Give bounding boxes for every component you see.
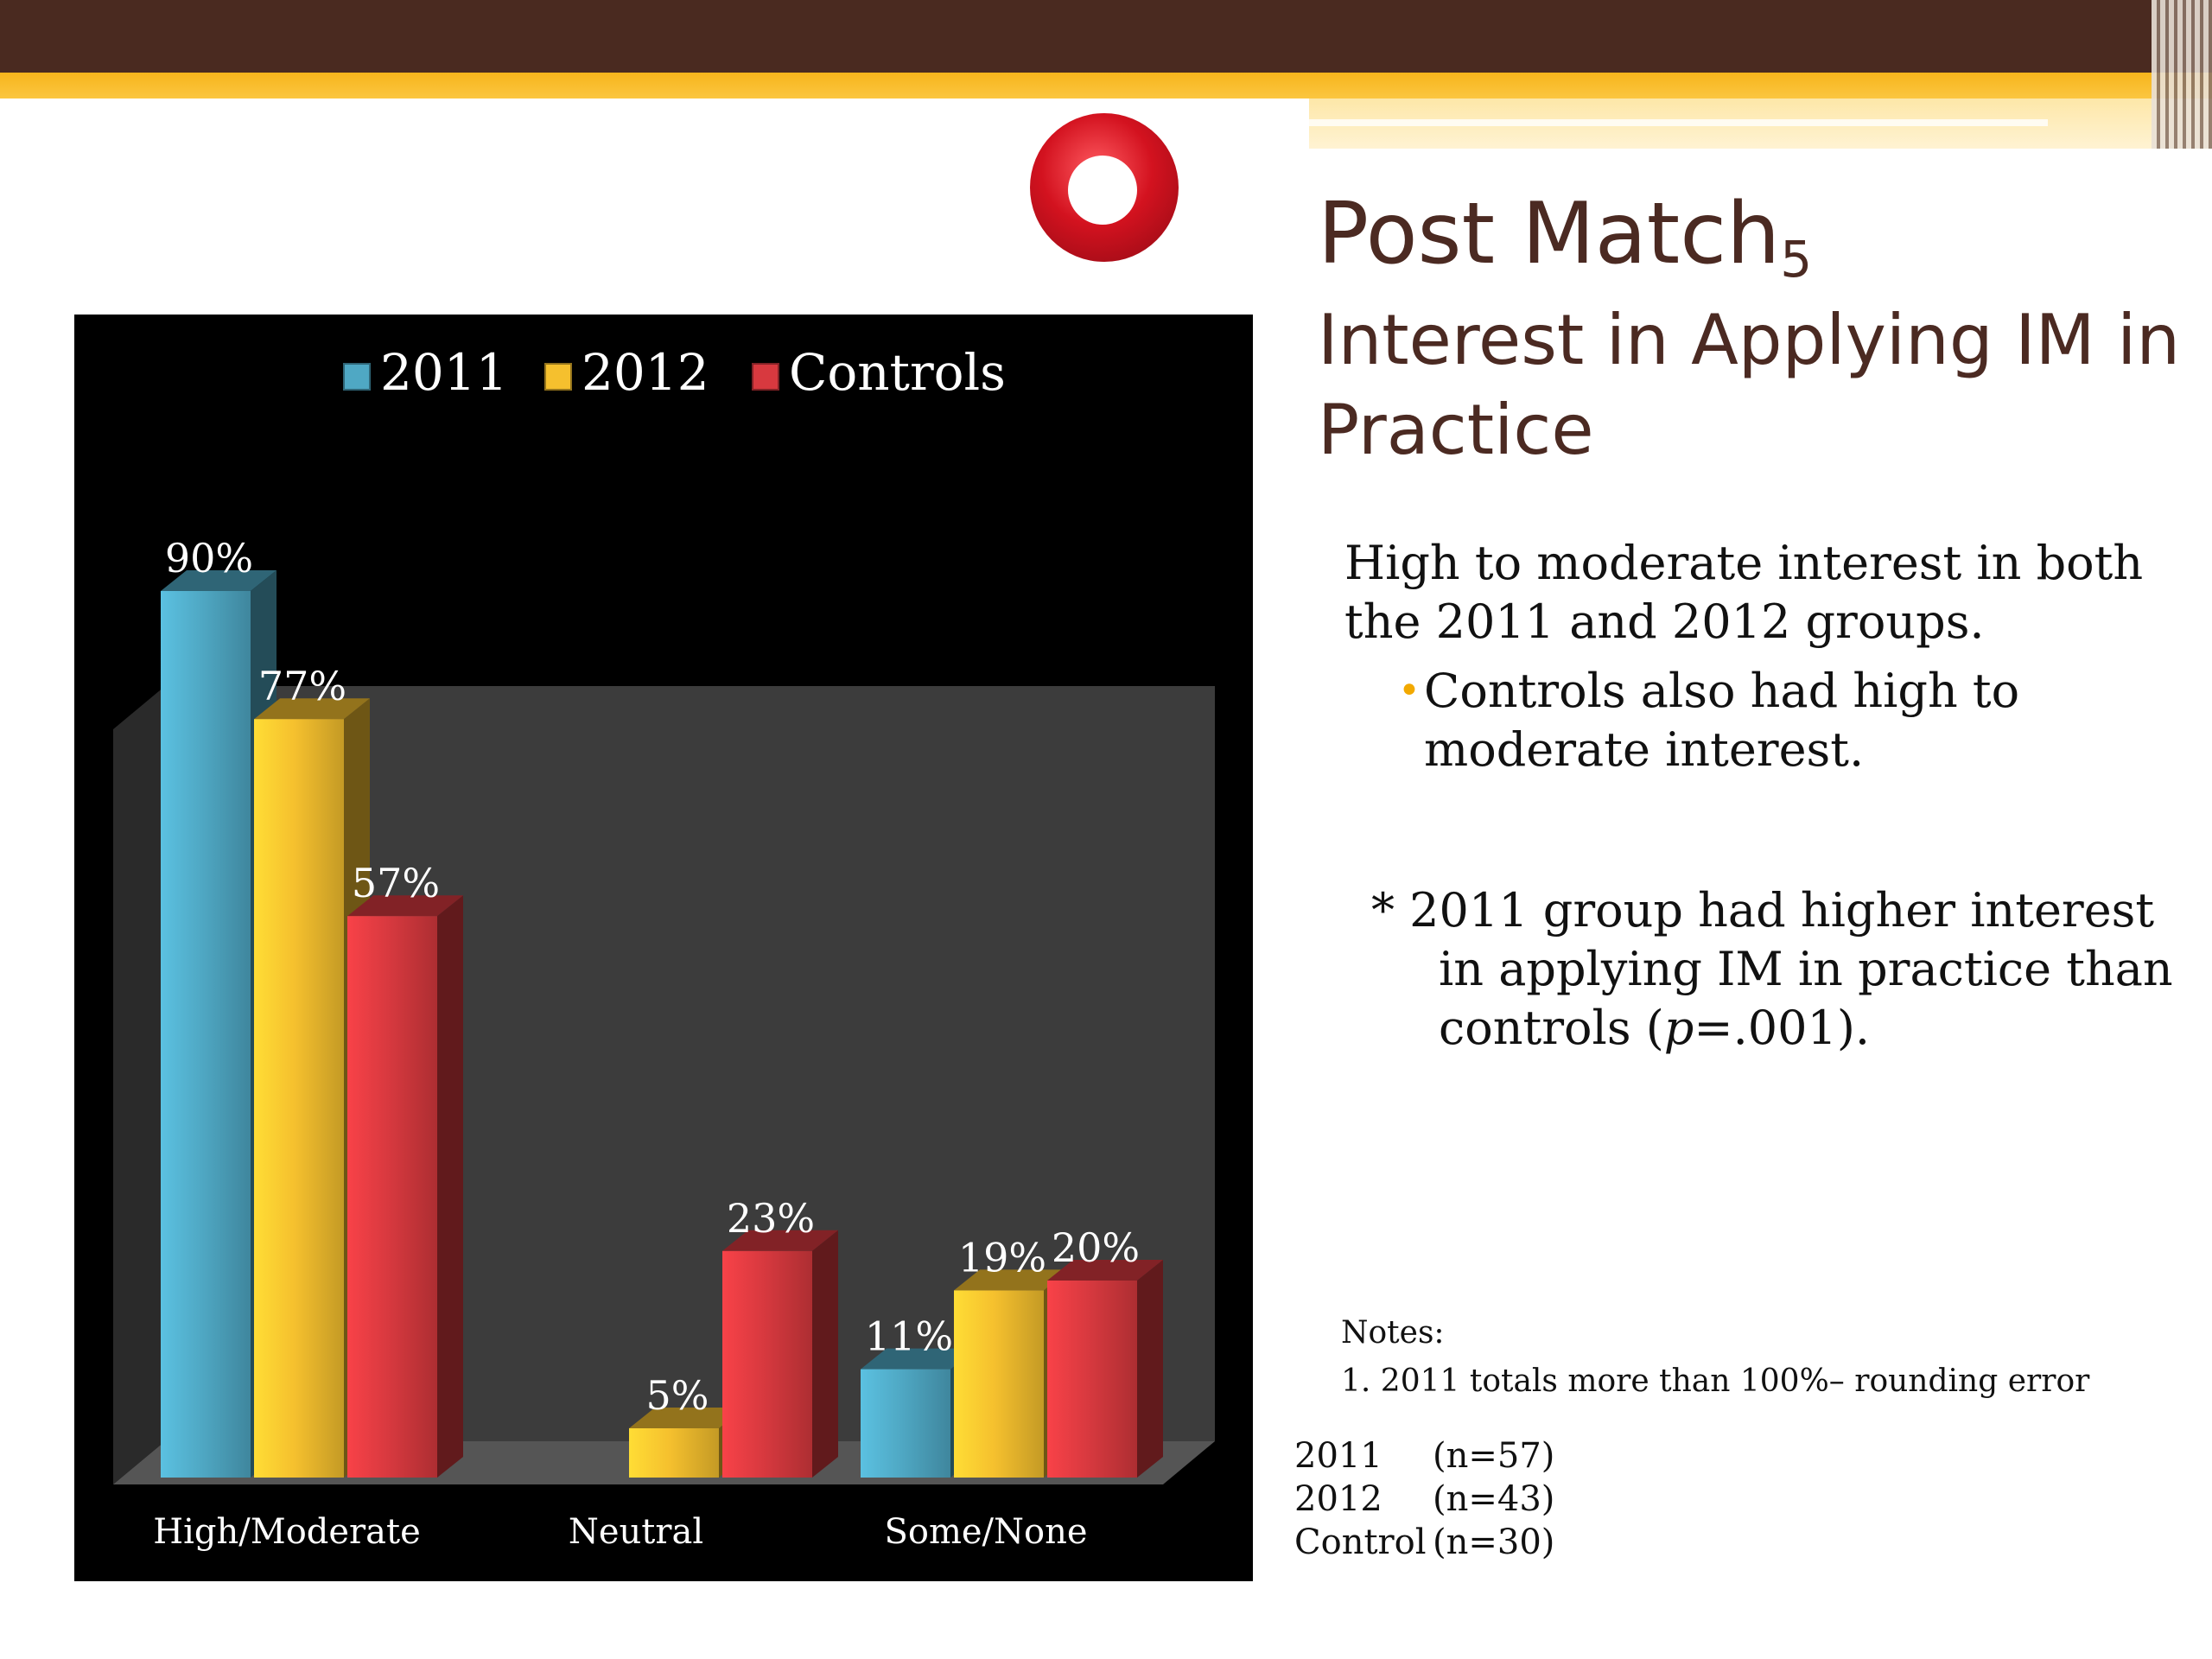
notes-item-1: 1. 2011 totals more than 100%– rounding …: [1341, 1363, 2090, 1399]
sample-group: 2012: [1294, 1479, 1382, 1519]
data-label: 23%: [727, 1195, 815, 1242]
legend-label: 2012: [582, 343, 709, 402]
bullet-dot-icon: •: [1398, 669, 1421, 713]
bar-2011-2: [861, 1369, 950, 1478]
title-subscript: 5: [1780, 230, 1813, 289]
bar-top: [161, 570, 276, 591]
legend-swatch: [343, 363, 371, 391]
footnote-line-2: in applying IM in practice than: [1439, 942, 2173, 996]
sample-group: Control: [1294, 1522, 1427, 1562]
sample-n: (n=57): [1433, 1436, 1555, 1476]
bullet-item: • Controls also had high to moderate inte…: [1398, 662, 2133, 779]
bullet-text: Controls also had high to moderate inter…: [1424, 664, 2020, 777]
footnote-line-3-pre: controls (: [1439, 1001, 1664, 1055]
sample-size-row: 2011 (n=57): [1294, 1436, 1554, 1476]
title-main: Post Match: [1318, 185, 1781, 283]
legend-label: 2011: [380, 343, 508, 402]
slide-title: Post Match5: [1318, 192, 1812, 284]
bar-top: [347, 895, 463, 917]
data-label: 5%: [646, 1372, 709, 1419]
category-label: High/Moderate: [153, 1512, 421, 1552]
sample-size-row: 2012 (n=43): [1294, 1479, 1554, 1519]
data-label: 20%: [1052, 1224, 1140, 1271]
bar-2012-0: [254, 719, 344, 1478]
header-edge-stripes: [2152, 0, 2212, 149]
data-label: 57%: [352, 860, 440, 906]
legend-label: Controls: [789, 343, 1006, 402]
bar-controls-1: [722, 1250, 812, 1478]
sample-group: 2011: [1294, 1436, 1382, 1476]
bar-2011-0: [161, 591, 251, 1478]
chart-side-wall: [113, 686, 165, 1484]
ring-logo-hole: [1068, 156, 1137, 225]
bar-top: [1047, 1260, 1163, 1281]
bar-2012-2: [954, 1290, 1044, 1478]
category-label: Some/None: [884, 1512, 1087, 1552]
data-label: 77%: [258, 663, 346, 709]
footnote-line-1: * 2011 group had higher interest: [1371, 883, 2155, 938]
sample-size-row: Control (n=30): [1294, 1522, 1554, 1562]
footnote-line-3-post: =.001).: [1694, 1001, 1871, 1055]
data-label: 90%: [165, 535, 253, 582]
header-accent-line: [1309, 119, 2048, 126]
bar-controls-0: [347, 916, 437, 1478]
bar-side: [1137, 1260, 1163, 1478]
data-label: 11%: [865, 1313, 953, 1360]
data-label: 19%: [958, 1234, 1046, 1281]
bar-top: [254, 698, 370, 720]
notes-label: Notes:: [1341, 1315, 1445, 1351]
bar-top: [629, 1408, 745, 1428]
header-gold-band: [0, 73, 2212, 99]
footnote-p-italic: p: [1663, 1001, 1694, 1055]
bar-side: [437, 895, 463, 1478]
slide-subtitle: Interest in Applying IM in Practice: [1318, 300, 2181, 470]
header-brown-band: [0, 0, 2212, 73]
bar-top: [954, 1269, 1070, 1291]
sample-n: (n=43): [1433, 1479, 1555, 1519]
legend-swatch: [752, 363, 779, 391]
bar-2012-1: [629, 1428, 719, 1478]
sample-n: (n=30): [1433, 1522, 1555, 1562]
bar-top: [722, 1230, 838, 1251]
summary-text: High to moderate interest in both the 20…: [1344, 536, 2144, 649]
bar-controls-2: [1047, 1281, 1137, 1478]
legend-swatch: [544, 363, 572, 391]
bar-side: [812, 1230, 838, 1478]
bar-top: [861, 1348, 976, 1370]
significance-note: * 2011 group had higher interest in appl…: [1371, 881, 2201, 1058]
footnote-line-3: controls (p=.001).: [1371, 999, 2201, 1058]
category-label: Neutral: [569, 1512, 703, 1552]
bar-chart: 90% 77% 57% High/Moderate 5% 23% Neutral 11%19%…: [74, 315, 1253, 1581]
